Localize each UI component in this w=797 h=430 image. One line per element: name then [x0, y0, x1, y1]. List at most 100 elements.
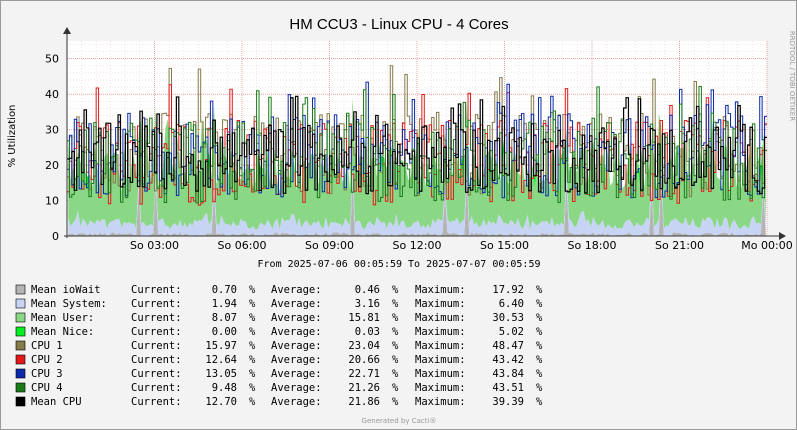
legend-average-value: 0.46: [355, 284, 380, 296]
x-axis-arrow: [779, 232, 786, 240]
y-tick-label: 10: [45, 195, 59, 208]
legend-maximum-label: Maximum:: [415, 312, 466, 324]
y-axis-label: % Utilization: [7, 105, 18, 168]
x-tick-label: So 12:00: [393, 239, 442, 252]
legend-current-label: Current:: [131, 298, 182, 310]
legend-current-label: Current:: [131, 312, 182, 324]
legend-average-label: Average:: [271, 354, 322, 366]
y-tick-label: 30: [45, 124, 59, 137]
legend-unit: %: [392, 340, 399, 352]
legend-series-name: Mean User:: [31, 312, 94, 324]
legend-unit: %: [249, 312, 256, 324]
y-tick-label: 50: [45, 53, 59, 66]
legend-unit: %: [249, 284, 256, 296]
legend-maximum-value: 6.40: [499, 298, 524, 310]
legend-average-value: 3.16: [355, 298, 380, 310]
date-range: From 2025-07-06 00:05:59 To 2025-07-07 0…: [258, 259, 541, 270]
legend-maximum-value: 5.02: [499, 326, 524, 338]
y-axis-arrow: [63, 27, 71, 34]
legend-unit: %: [392, 382, 399, 394]
legend-current-label: Current:: [131, 284, 182, 296]
y-tick-label: 20: [45, 159, 59, 172]
legend-average-label: Average:: [271, 340, 322, 352]
y-tick-label: 40: [45, 88, 59, 101]
legend-unit: %: [536, 284, 543, 296]
legend-maximum-label: Maximum:: [415, 368, 466, 380]
legend-maximum-value: 17.92: [492, 284, 524, 296]
legend-average-value: 0.03: [355, 326, 380, 338]
legend-average-label: Average:: [271, 284, 322, 296]
legend-series-name: CPU 2: [31, 354, 63, 366]
mean-cpu-line: [67, 95, 767, 195]
legend-series-name: Mean ioWait: [31, 284, 101, 296]
legend-average-value: 21.86: [348, 396, 380, 408]
legend-unit: %: [536, 354, 543, 366]
legend-series-name: Mean Nice:: [31, 326, 94, 338]
legend-unit: %: [249, 368, 256, 380]
legend-average-label: Average:: [271, 298, 322, 310]
legend-unit: %: [536, 396, 543, 408]
legend-swatch: [15, 312, 26, 323]
legend-swatch: [15, 368, 26, 379]
legend-unit: %: [392, 396, 399, 408]
legend-series-name: CPU 4: [31, 382, 63, 394]
legend-maximum-label: Maximum:: [415, 284, 466, 296]
legend-average-value: 15.81: [348, 312, 380, 324]
legend-unit: %: [249, 326, 256, 338]
legend-unit: %: [392, 284, 399, 296]
legend-unit: %: [392, 354, 399, 366]
legend-current-value: 1.94: [212, 298, 237, 310]
x-tick-label: So 03:00: [130, 239, 179, 252]
legend-series-name: Mean CPU: [31, 396, 82, 408]
legend-current-value: 12.70: [205, 396, 237, 408]
legend-current-label: Current:: [131, 368, 182, 380]
x-tick-labels: So 03:00 So 06:00 So 09:00 So 12:00 So 15:00…: [130, 239, 793, 252]
legend-current-label: Current:: [131, 326, 182, 338]
legend-current-value: 0.70: [212, 284, 237, 296]
legend-unit: %: [249, 298, 256, 310]
legend-unit: %: [392, 326, 399, 338]
iowait-area: [68, 176, 766, 236]
series-lines: [67, 65, 767, 206]
legend-series-name: CPU 3: [31, 368, 63, 380]
x-tick-label: So 21:00: [655, 239, 704, 252]
legend-average-label: Average:: [271, 326, 322, 338]
legend-unit: %: [536, 298, 543, 310]
legend-unit: %: [249, 340, 256, 352]
legend-swatch: [15, 396, 26, 407]
legend-average-value: 23.04: [348, 340, 380, 352]
legend-average-label: Average:: [271, 382, 322, 394]
legend-current-value: 8.07: [212, 312, 237, 324]
legend-series-name: Mean System:: [31, 298, 107, 310]
legend-maximum-label: Maximum:: [415, 354, 466, 366]
y-tick-label: 0: [52, 230, 59, 243]
legend-swatch: [15, 354, 26, 365]
legend-maximum-value: 30.53: [492, 312, 524, 324]
legend-unit: %: [392, 298, 399, 310]
legend-current-label: Current:: [131, 340, 182, 352]
x-tick-label: So 09:00: [305, 239, 354, 252]
legend-average-value: 22.71: [348, 368, 380, 380]
legend-maximum-label: Maximum:: [415, 340, 466, 352]
legend-current-label: Current:: [131, 396, 182, 408]
legend-current-value: 15.97: [205, 340, 237, 352]
legend-unit: %: [536, 382, 543, 394]
system-area: [68, 162, 766, 236]
legend-swatch: [15, 326, 26, 337]
legend-unit: %: [536, 368, 543, 380]
chart-title: HM CCU3 - Linux CPU - 4 Cores: [289, 16, 508, 33]
legend-average-value: 20.66: [348, 354, 380, 366]
legend-maximum-label: Maximum:: [415, 326, 466, 338]
x-tick-label: So 06:00: [218, 239, 267, 252]
legend: Mean ioWait Current: 0.70% Average: 0.46% Max…: [15, 284, 543, 408]
legend-unit: %: [536, 312, 543, 324]
legend-current-value: 12.64: [205, 354, 237, 366]
legend-maximum-label: Maximum:: [415, 382, 466, 394]
legend-maximum-value: 43.51: [492, 382, 524, 394]
legend-current-label: Current:: [131, 382, 182, 394]
legend-unit: %: [249, 382, 256, 394]
legend-unit: %: [536, 340, 543, 352]
legend-maximum-value: 43.42: [492, 354, 524, 366]
